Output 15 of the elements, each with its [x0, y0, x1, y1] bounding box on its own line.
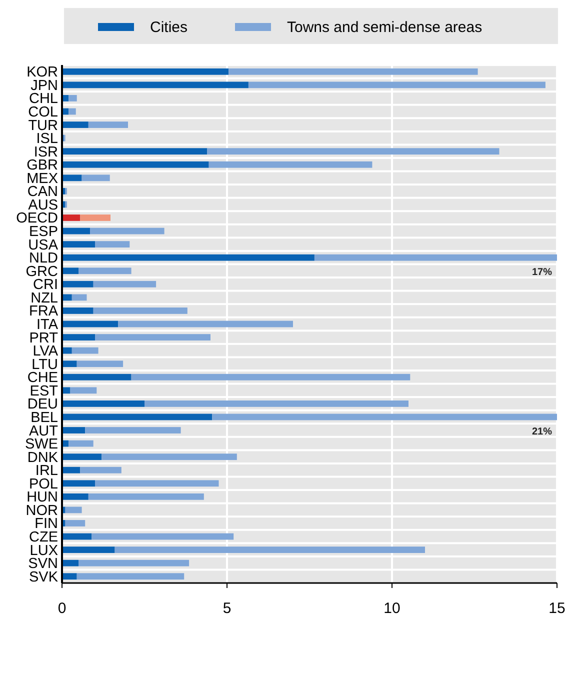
y-tick-label: ITA [36, 317, 58, 333]
y-tick-label: FRA [29, 304, 58, 320]
annotation: 21% [532, 426, 552, 438]
y-tick-label: AUT [29, 423, 58, 440]
y-tick-label: PRT [29, 330, 58, 346]
x-tick-label: 0 [58, 600, 66, 617]
y-tick-label: FIN [34, 516, 58, 532]
annotation: 17% [532, 266, 552, 278]
legend-label: Cities [150, 19, 188, 36]
x-tick-label: 15 [548, 600, 566, 617]
legend-label: Towns and semi-dense areas [287, 19, 482, 36]
x-tick-label: 10 [384, 600, 400, 617]
y-tick-label: TUR [28, 118, 58, 134]
y-tick-label: OECD [16, 210, 58, 227]
x-tick-label: 5 [222, 600, 232, 617]
